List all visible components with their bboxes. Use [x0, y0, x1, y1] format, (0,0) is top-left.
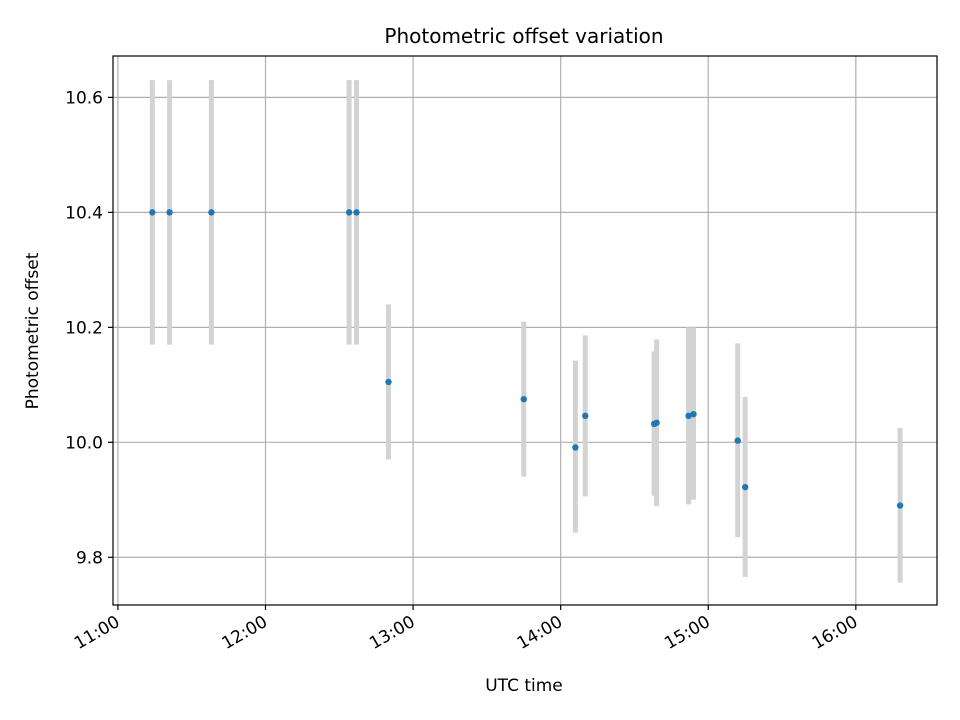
data-point: [685, 412, 692, 420]
chart-title: Photometric offset variation: [384, 24, 663, 48]
y-tick-label: 10.4: [65, 203, 103, 223]
data-point: [353, 209, 360, 216]
data-point: [149, 209, 156, 216]
data-point: [653, 419, 660, 426]
plot-frame: [112, 55, 938, 606]
data-point: [896, 502, 904, 509]
data-point: [385, 378, 392, 386]
data-points: [149, 209, 904, 509]
data-point: [734, 437, 741, 444]
y-axis-label: Photometric offset: [23, 252, 43, 409]
data-point: [208, 209, 215, 216]
data-point: [166, 209, 173, 216]
y-tick-label: 9.8: [76, 548, 103, 568]
data-point: [741, 483, 749, 491]
y-axis-ticks: 9.8 10.0 10.2 10.4 10.6: [65, 88, 113, 568]
data-point: [690, 410, 697, 418]
x-axis-label: UTC time: [485, 676, 563, 696]
data-point: [520, 395, 527, 403]
data-point: [582, 412, 589, 420]
y-tick-label: 10.6: [65, 88, 103, 108]
data-point: [345, 209, 353, 216]
y-tick-label: 10.0: [65, 433, 103, 453]
y-tick-label: 10.2: [65, 318, 103, 338]
data-point: [572, 444, 579, 451]
